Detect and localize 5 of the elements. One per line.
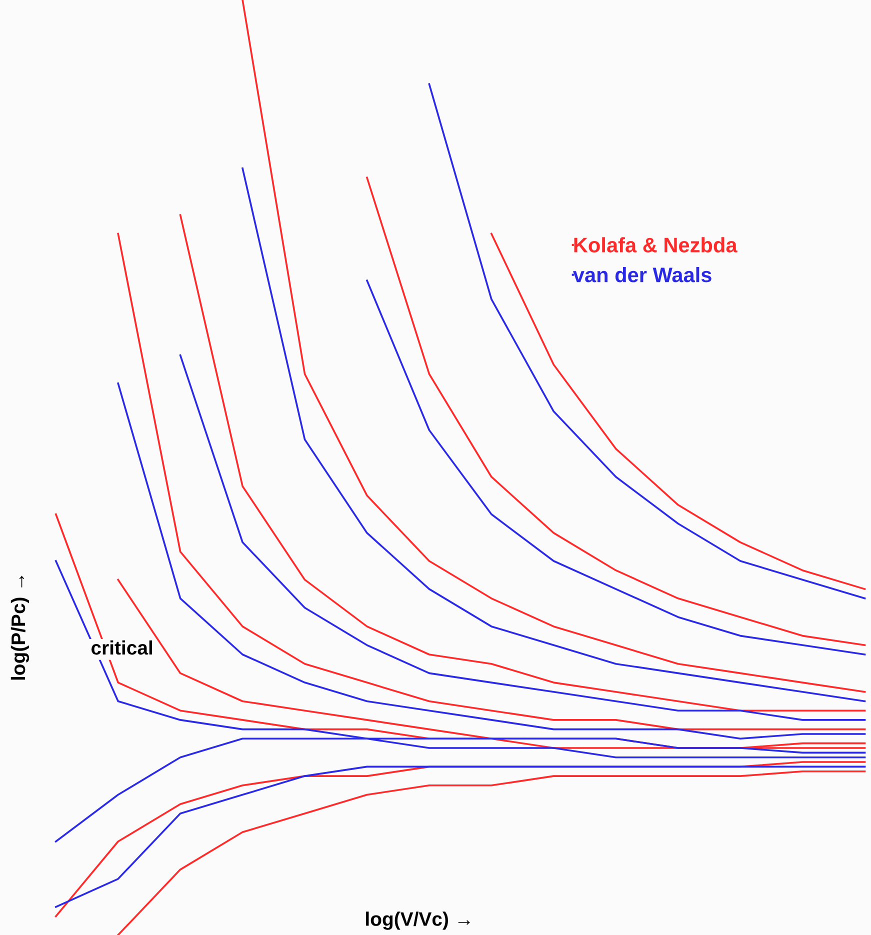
legend-label: van der Waals <box>572 267 712 282</box>
annotation: critical <box>91 640 152 655</box>
y-axis-title: log(P/Pc) → <box>10 576 30 680</box>
x-axis-title: log(V/Vc) → <box>366 912 470 930</box>
legend-label: Kolafa & Nezbda <box>574 237 738 252</box>
